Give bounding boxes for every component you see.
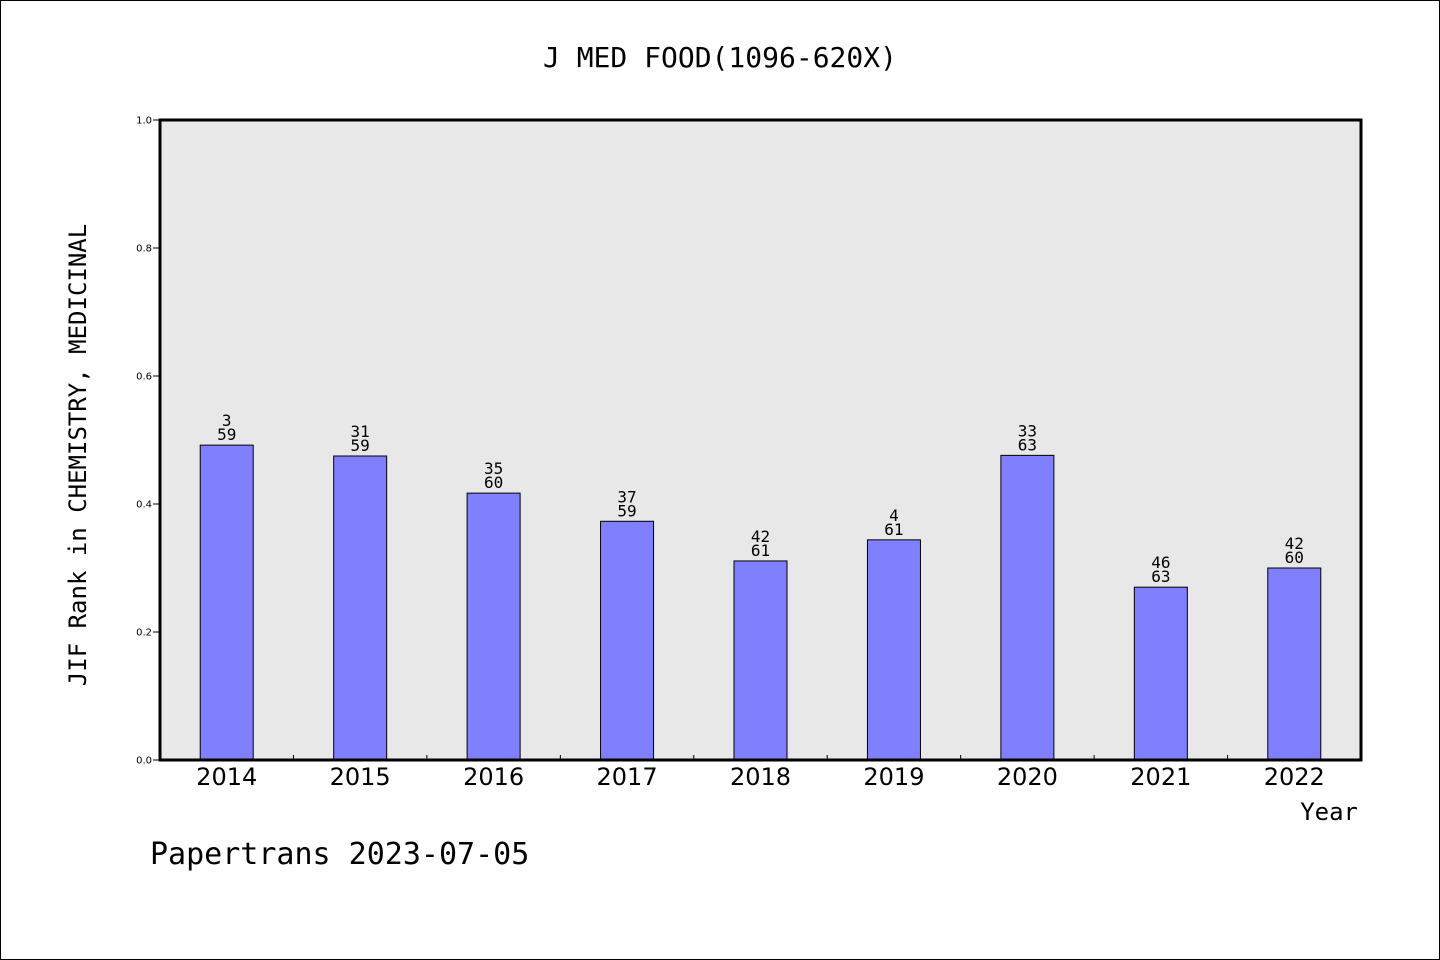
- bar: [733, 560, 788, 761]
- bar-label-rank: 35: [484, 459, 503, 478]
- y-tick-label: 0.0: [136, 756, 152, 767]
- bar-label-rank: 3: [222, 411, 232, 430]
- bar-label-total: 61: [751, 541, 770, 560]
- bar: [1267, 567, 1322, 761]
- bar-label-rank: 46: [1151, 553, 1170, 572]
- x-tick-label: 2017: [597, 763, 658, 791]
- x-tick-label: 2021: [1130, 763, 1191, 791]
- bar-label-rank: 42: [751, 527, 770, 546]
- bar-label-total: 60: [484, 473, 503, 492]
- y-tick-label: 1.0: [136, 116, 152, 127]
- bar: [466, 492, 521, 761]
- y-axis-label: JIF Rank in CHEMISTRY, MEDICINAL: [64, 224, 92, 686]
- bar-label-rank: 42: [1285, 534, 1304, 553]
- chart-title: J MED FOOD(1096-620X): [543, 41, 897, 74]
- x-tick-label: 2018: [730, 763, 791, 791]
- bar-label-rank: 4: [889, 506, 899, 525]
- x-tick-label: 2019: [863, 763, 924, 791]
- watermark-text: Papertrans 2023-07-05: [150, 837, 529, 872]
- bar: [866, 539, 921, 761]
- bar-label-total: 59: [351, 436, 370, 455]
- bar: [199, 444, 254, 761]
- x-tick-label: 2020: [997, 763, 1058, 791]
- bar-label-total: 59: [217, 425, 236, 444]
- x-tick-label: 2022: [1264, 763, 1325, 791]
- x-tick-label: 2016: [463, 763, 524, 791]
- x-ticks: 2014 2015 2016 2017 2018 2019 2020 2021 2022: [196, 755, 1325, 791]
- bar-label-total: 63: [1151, 567, 1170, 586]
- bar: [333, 455, 388, 761]
- y-tick-label: 0.8: [136, 244, 152, 255]
- y-tick-label: 0.6: [136, 372, 152, 383]
- bar-label-total: 63: [1018, 435, 1037, 454]
- y-ticks: 0.0 0.2 0.4 0.6 0.8 1.0: [136, 116, 160, 767]
- x-tick-label: 2015: [330, 763, 391, 791]
- bar-label-rank: 31: [351, 422, 370, 441]
- bar-label-total: 60: [1285, 548, 1304, 567]
- y-tick-label: 0.2: [136, 628, 152, 639]
- bar: [600, 520, 655, 761]
- bar-label-total: 59: [617, 501, 636, 520]
- plot-border: [158, 118, 1363, 762]
- bar-label-total: 61: [884, 520, 903, 539]
- bar-label-rank: 33: [1018, 421, 1037, 440]
- x-tick-label: 2014: [196, 763, 257, 791]
- bar: [1133, 586, 1188, 761]
- y-tick-label: 0.4: [136, 500, 152, 511]
- bar: [1000, 454, 1055, 761]
- bars: [199, 444, 1322, 761]
- bar-label-rank: 37: [617, 487, 636, 506]
- x-axis-label: Year: [1300, 798, 1358, 826]
